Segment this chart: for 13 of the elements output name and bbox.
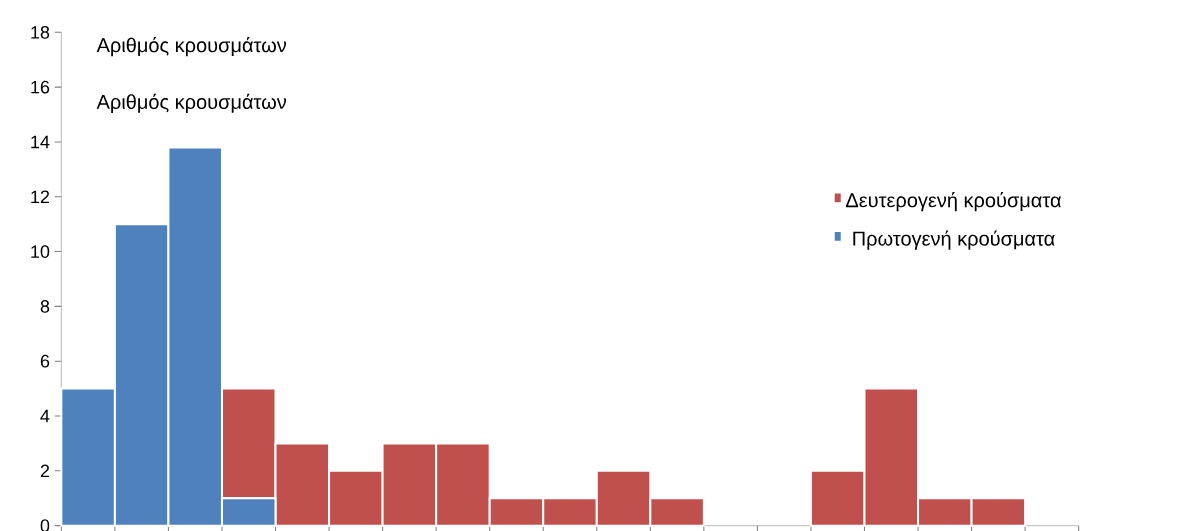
annotation: Αριθμός κρουσμάτων [96,93,287,113]
y-tick-label: 2 [40,464,50,478]
y-tick-label: 4 [40,409,50,423]
y-tick-label: 16 [31,80,50,94]
y-tick-label: 18 [31,25,50,39]
y-tick-label: 8 [40,300,50,313]
legend-label: Δευτερογενή κρούσματα [845,192,1061,212]
y-axis-title: Αριθμός κρουσμάτων [96,37,287,57]
y-tick-label: 6 [40,354,50,368]
y-tick-label: 12 [31,190,50,204]
y-tick-label: 10 [31,245,50,258]
legend-label: Πρωτογενή κρούσματα [853,230,1055,250]
y-tick-label: 14 [31,135,50,149]
